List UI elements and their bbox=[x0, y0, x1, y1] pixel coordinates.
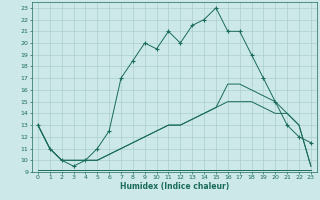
X-axis label: Humidex (Indice chaleur): Humidex (Indice chaleur) bbox=[120, 182, 229, 191]
